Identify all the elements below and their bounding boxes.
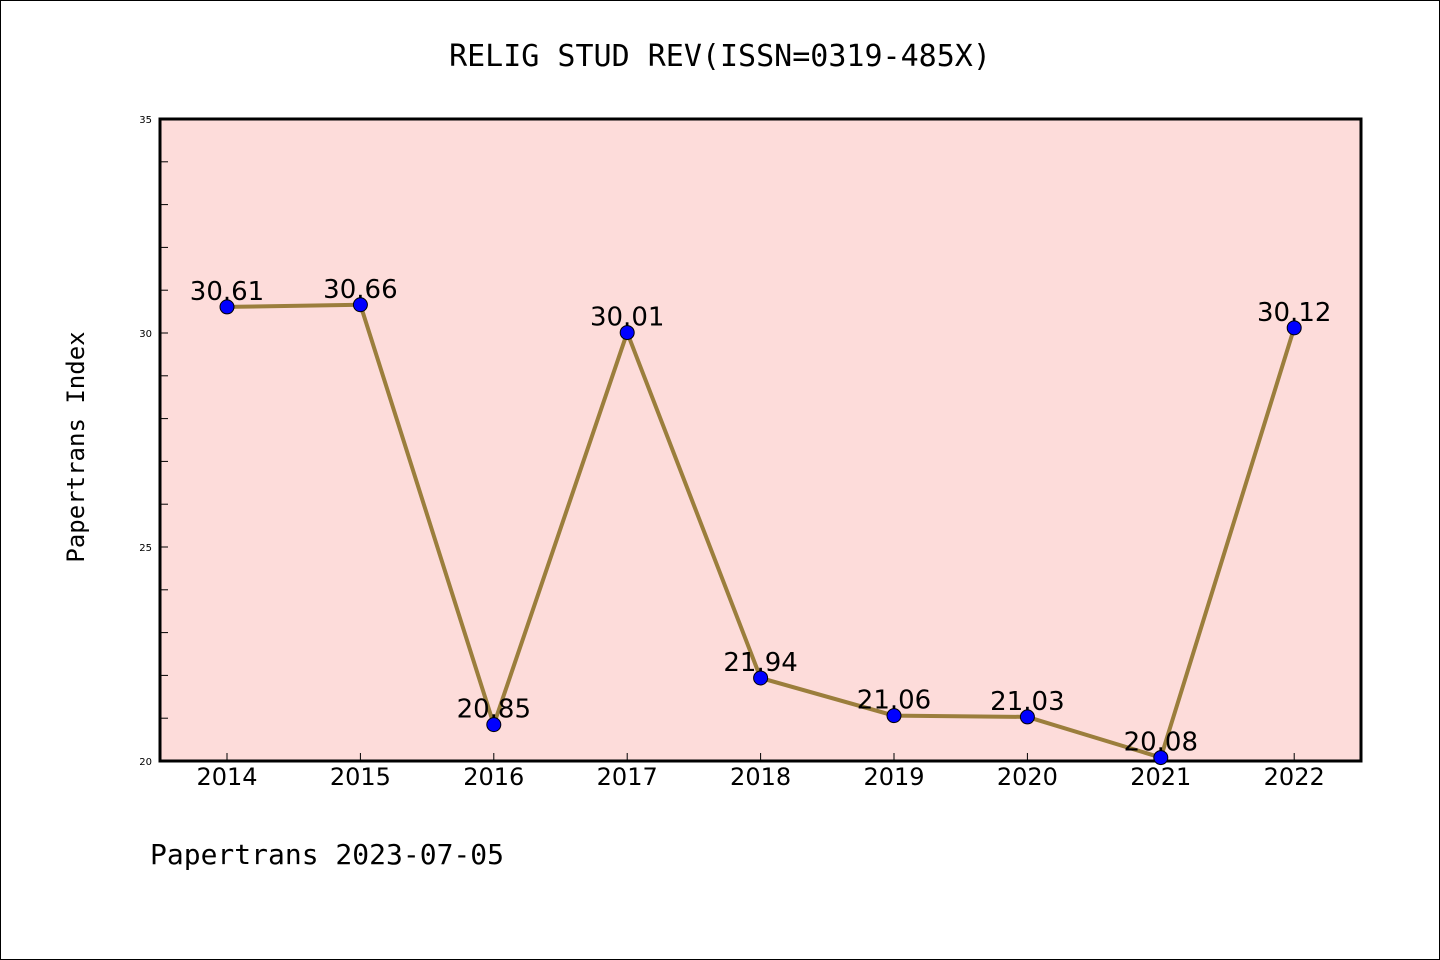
x-tick-label: 2017 <box>597 763 658 791</box>
data-point <box>352 297 368 313</box>
data-point <box>486 717 502 733</box>
x-axis-ticks: 2014 2015 2016 2017 2018 2019 2020 2021 2022 <box>196 753 1325 791</box>
footer-date-stamp: Papertrans 2023-07-05 <box>150 838 504 871</box>
y-axis-ticks: 20 25 30 35 <box>139 115 168 768</box>
data-point <box>1019 709 1035 725</box>
data-label: 20.08 <box>1124 728 1198 758</box>
x-tick-label: 2014 <box>196 763 257 791</box>
x-tick-label: 2019 <box>863 763 924 791</box>
data-point <box>886 708 902 724</box>
data-label: 21.06 <box>857 686 931 716</box>
data-point <box>619 325 635 341</box>
y-tick-label: 35 <box>139 115 152 126</box>
data-points <box>219 297 1302 766</box>
y-tick-label: 30 <box>139 329 152 340</box>
x-tick-label: 2015 <box>330 763 391 791</box>
data-label: 21.03 <box>990 687 1064 717</box>
x-tick-label: 2021 <box>1130 763 1191 791</box>
data-label: 30.12 <box>1257 298 1331 328</box>
x-tick-label: 2020 <box>997 763 1058 791</box>
plot-area <box>158 117 1363 763</box>
y-tick-label: 25 <box>139 543 152 554</box>
x-tick-label: 2022 <box>1264 763 1325 791</box>
x-tick-label: 2016 <box>463 763 524 791</box>
data-label: 21.94 <box>723 648 797 678</box>
data-label: 20.85 <box>457 695 531 725</box>
x-tick-label: 2018 <box>730 763 791 791</box>
data-point <box>219 299 235 315</box>
chart-title: RELIG STUD REV(ISSN=0319-485X) <box>449 39 991 74</box>
y-tick-label: 20 <box>139 757 152 768</box>
data-label: 30.01 <box>590 303 664 333</box>
data-point <box>1153 750 1169 766</box>
data-point <box>1286 320 1302 336</box>
y-axis-label: Papertrans Index <box>62 331 90 562</box>
data-label: 30.66 <box>323 275 397 305</box>
data-labels: 30.61 30.66 20.85 30.01 21.94 21.06 21.03 20.08… <box>190 275 1332 758</box>
data-point <box>753 670 769 686</box>
data-label: 30.61 <box>190 277 264 307</box>
